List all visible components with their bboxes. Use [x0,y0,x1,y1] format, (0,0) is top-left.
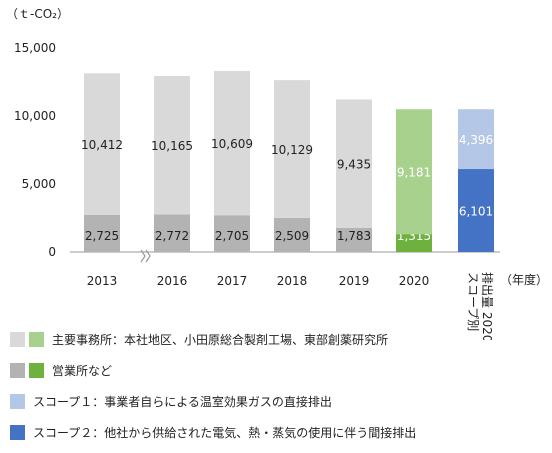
y-tick-label: 5,000 [22,177,56,191]
x-tick-label: 2019 [339,274,370,288]
y-tick-label: 15,000 [14,41,56,55]
data-label: 10,129 [271,143,313,157]
bar-segment [214,70,250,216]
bar-segment [84,73,120,215]
legend-item: スコープ１：事業者自らによる温室効果ガスの直接排出 [10,393,332,410]
emissions-chart: （ｔ-CO₂） （年度） 0 5,000 10,000 15,000 2,725 2,77… [6,7,548,340]
legend-label: 主要事務所：本社地区、小田原総合製剤工場、東部創薬研究所 [52,333,389,347]
data-label: 1,783 [337,229,371,243]
legend-item: 営業所など [10,362,112,379]
bar-segment [336,99,372,228]
x-tick-label: 2020 [399,274,430,288]
legend-swatch [29,332,44,347]
legend-item: 主要事務所：本社地区、小田原総合製剤工場、東部創薬研究所 [10,331,388,348]
legend-swatch [29,363,44,378]
bar-segment [84,214,120,252]
x-tick-label: 2018 [277,274,308,288]
x-tick-label: 2016 [157,274,188,288]
data-label: 10,412 [81,138,123,152]
y-unit-label: （ｔ-CO₂） [6,7,69,21]
x-tick-label: 排出量 2020 [480,272,494,340]
bar-segment [396,234,432,252]
legend-swatch [10,363,25,378]
data-label: 6,101 [459,205,493,219]
x-tick-label: 2013 [87,274,118,288]
bar-segment [214,215,250,252]
x-unit-label: （年度） [500,272,548,287]
data-label: 2,705 [215,229,249,243]
x-tick-label: スコープ別 [466,272,480,331]
axis-break-mark [140,249,146,263]
x-tick-label: 2017 [217,274,248,288]
bar-segment [274,80,310,218]
y-tick-label: 10,000 [14,109,56,123]
bar-segment [336,227,372,252]
bar-segment [154,76,190,215]
legend-swatch [10,332,25,347]
y-tick-label: 0 [48,245,56,259]
bar-segment [396,109,432,235]
legend-label: スコープ１：事業者自らによる温室効果ガスの直接排出 [33,395,332,409]
data-label: 2,772 [155,229,189,243]
data-label: 4,396 [459,133,493,147]
axis-break-mark [145,249,151,263]
data-label: 2,725 [85,229,119,243]
legend-swatch [10,394,25,409]
data-label: 2,509 [275,229,309,243]
legend-label: 営業所など [52,364,113,378]
bar-segment [458,109,494,170]
bar-segment [274,217,310,252]
data-label: 9,181 [397,166,431,180]
bar-segment [458,169,494,252]
data-label: 10,165 [151,139,193,153]
legend-item: スコープ２：他社から供給された電気、熱・蒸気の使用に伴う間接排出 [10,424,416,441]
bar-segment [154,214,190,252]
legend-label: スコープ２：他社から供給された電気、熱・蒸気の使用に伴う間接排出 [33,426,417,440]
legend-swatch [10,425,25,440]
data-label: 9,435 [337,158,371,172]
data-label: 10,609 [211,137,253,151]
